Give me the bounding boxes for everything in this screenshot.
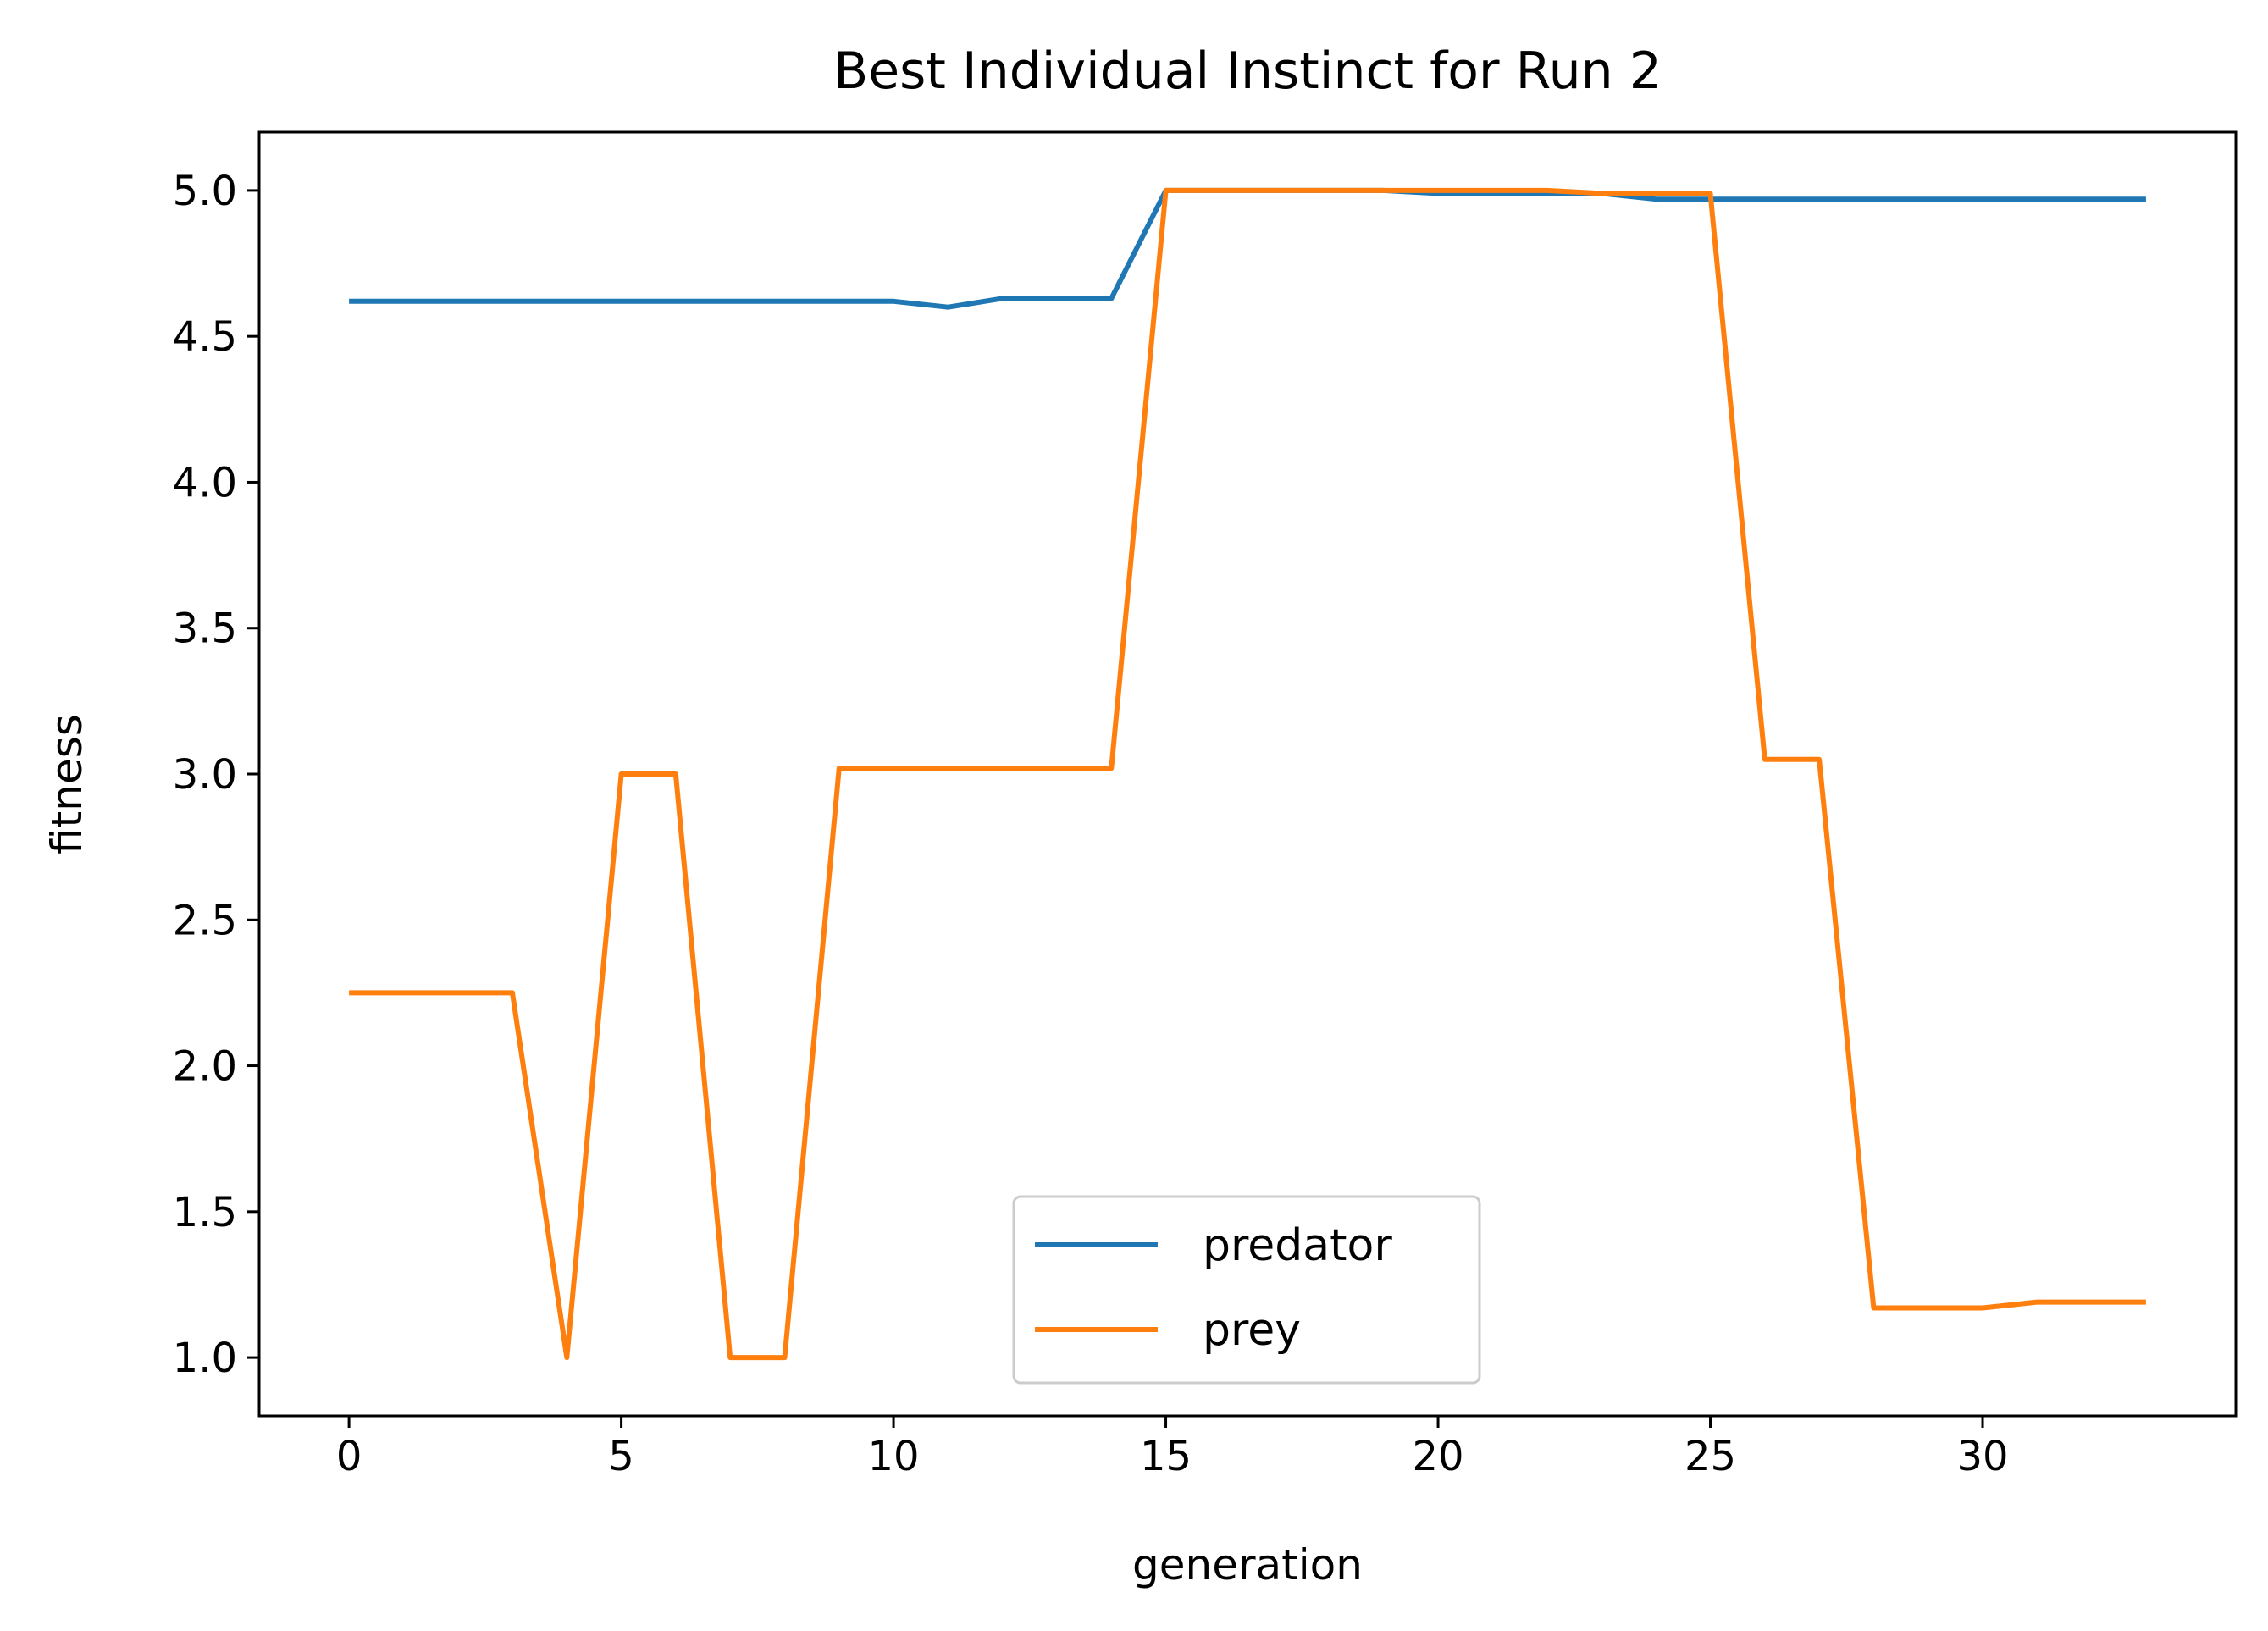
- y-tick-label: 2.5: [173, 897, 237, 944]
- y-tick-label: 1.5: [173, 1189, 237, 1236]
- plot-area: 0 5 10 15 20 25 30 1.0 1.5 2.0 2.5 3.0 3.5 4.0 4.5 5.0: [173, 130, 2238, 1480]
- x-tick-label: 15: [1140, 1433, 1192, 1480]
- x-axis-label: generation: [1132, 1540, 1363, 1590]
- x-tick-label: 0: [336, 1433, 362, 1480]
- y-tick-label: 4.5: [173, 313, 237, 361]
- x-tick-label: 25: [1684, 1433, 1736, 1480]
- legend-prey-label: prey: [1203, 1305, 1301, 1356]
- legend: predator prey: [1012, 1195, 1481, 1385]
- x-tick-label: 30: [1956, 1433, 2008, 1480]
- series-line-prey: [349, 187, 2146, 1361]
- y-tick-label: 4.0: [173, 459, 237, 506]
- y-axis-label: fitness: [42, 714, 91, 854]
- y-tick-label: 2.0: [173, 1043, 237, 1091]
- x-tick-label: 20: [1413, 1433, 1464, 1480]
- chart-title: Best Individual Instinct for Run 2: [833, 41, 1662, 101]
- y-tick-label: 3.5: [173, 605, 237, 653]
- x-tick-label: 5: [608, 1433, 634, 1480]
- y-tick-label: 3.0: [173, 751, 237, 799]
- y-tick-label: 5.0: [173, 168, 237, 215]
- x-tick-label: 10: [868, 1433, 920, 1480]
- legend-predator-label: predator: [1203, 1220, 1392, 1271]
- y-tick-label: 1.0: [173, 1335, 237, 1382]
